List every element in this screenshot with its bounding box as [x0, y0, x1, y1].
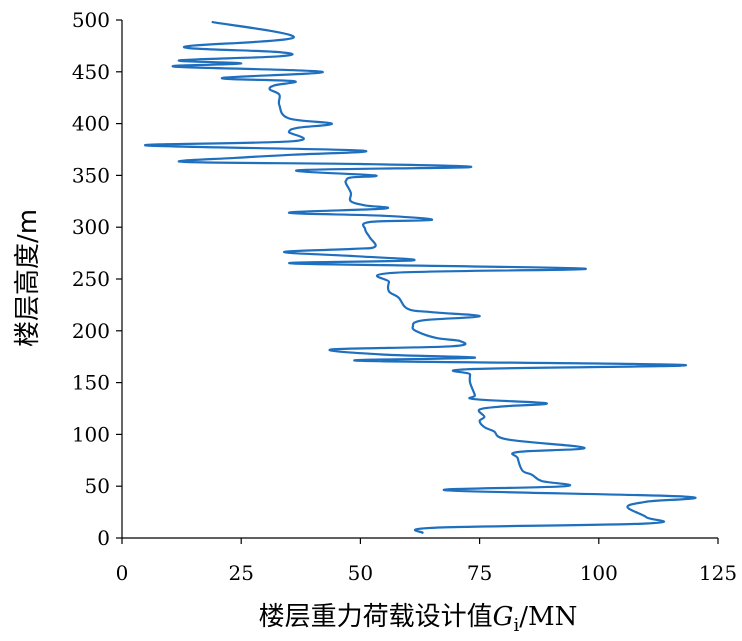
x-tick-label: 100 [580, 561, 618, 585]
x-axis-title-text: 楼层重力荷载设计值 [259, 602, 493, 632]
x-tick-label: 125 [699, 561, 737, 585]
y-tick-label: 350 [72, 163, 110, 187]
x-tick-label: 75 [467, 561, 492, 585]
y-tick-labels: 0 50 100 150 200 250 300 350 400 450 500 [72, 8, 110, 550]
y-tick-label: 0 [97, 526, 110, 550]
series-lines [144, 21, 697, 534]
y-axis-title: 楼层高度/m [13, 209, 43, 347]
y-tick-label: 100 [72, 422, 110, 446]
x-tick-label: 50 [348, 561, 373, 585]
x-tick-label: 25 [228, 561, 253, 585]
y-tick-label: 300 [72, 215, 110, 239]
y-tick-label: 250 [72, 267, 110, 291]
x-axis-title-unit: /MN [519, 602, 577, 632]
x-axis-title-var: G [493, 602, 514, 632]
x-tick-labels: 0 25 50 75 100 125 [116, 561, 737, 585]
y-tick-label: 50 [85, 474, 110, 498]
x-tick-label: 0 [116, 561, 129, 585]
x-axis-title-sub: i [513, 615, 519, 636]
y-tick-label: 500 [72, 8, 110, 32]
series-line-gi [144, 21, 697, 534]
chart-axes [116, 19, 719, 544]
y-tick-label: 400 [72, 112, 110, 136]
y-tick-label: 200 [72, 319, 110, 343]
x-axis-title: 楼层重力荷载设计值Gi/MN [259, 602, 578, 636]
y-tick-label: 450 [72, 60, 110, 84]
y-tick-label: 150 [72, 371, 110, 395]
